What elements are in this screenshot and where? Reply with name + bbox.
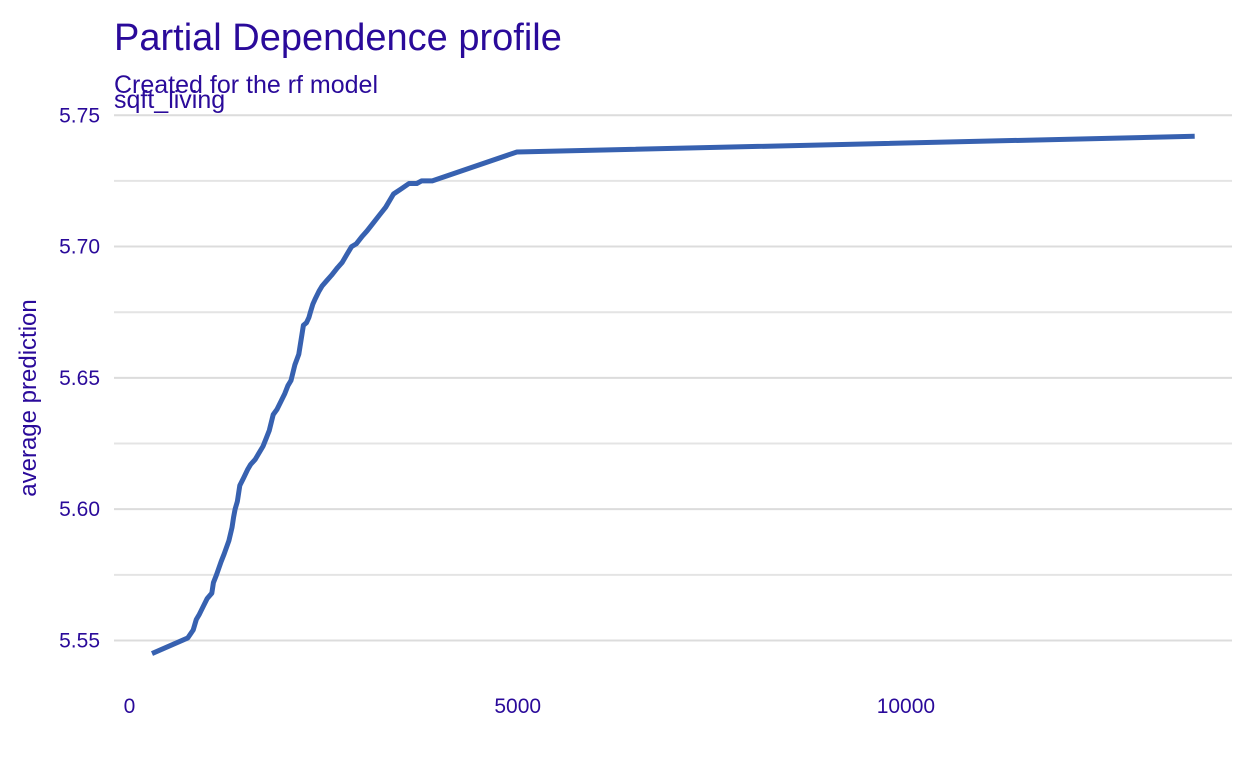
chart-subtitle: Created for the rf model [114, 71, 378, 99]
x-axis-ticks: 0 5000 10000 [124, 695, 935, 718]
y-tick-label-3: 5.70 [59, 236, 100, 259]
y-axis-label: average prediction [15, 299, 42, 496]
y-tick-label-4: 5.75 [59, 104, 100, 127]
grid [114, 114, 1232, 642]
series-line-0 [150, 133, 1195, 656]
x-tick-label-0: 0 [124, 695, 136, 718]
y-axis-ticks: 5.55 5.60 5.65 5.70 5.75 [59, 104, 100, 652]
y-tick-label-1: 5.60 [59, 498, 100, 521]
panel-label: sqft_living [114, 86, 225, 114]
chart-title: Partial Dependence profile [114, 17, 562, 59]
x-tick-label-2: 10000 [877, 695, 935, 718]
series-layer [150, 133, 1195, 656]
y-tick-label-2: 5.65 [59, 367, 100, 390]
y-tick-label-0: 5.55 [59, 629, 100, 652]
x-tick-label-1: 5000 [494, 695, 541, 718]
